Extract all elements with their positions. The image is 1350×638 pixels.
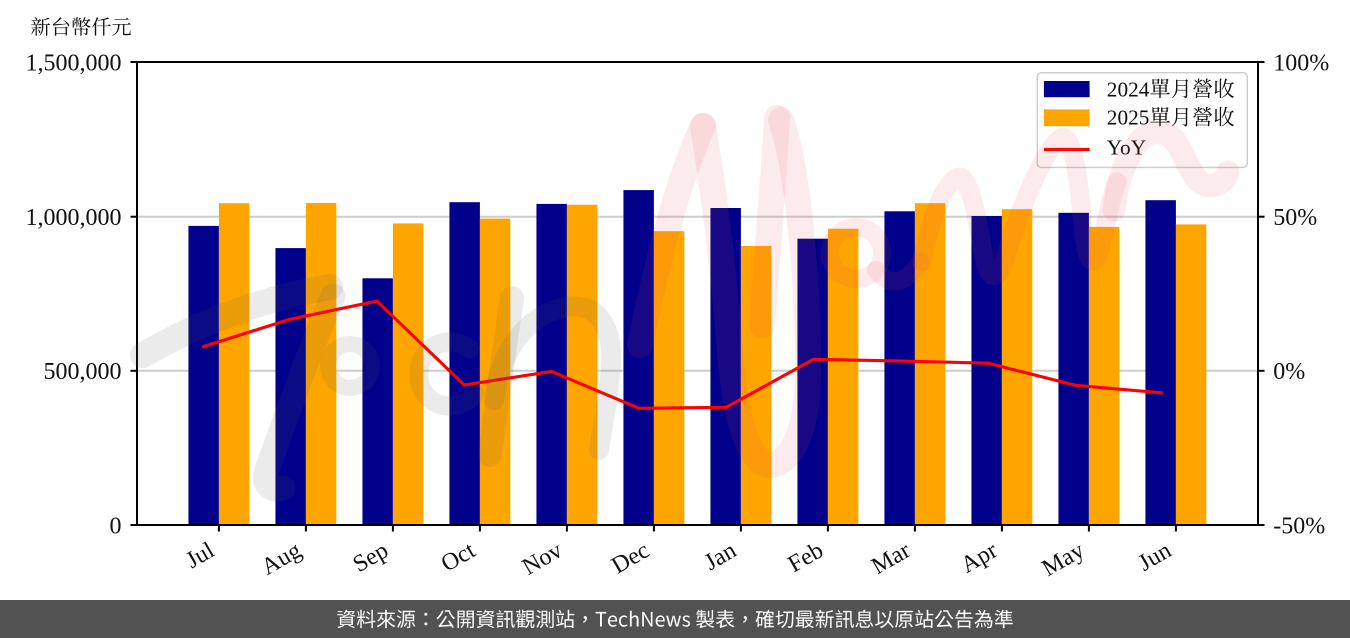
svg-text:YoY: YoY [1107,135,1146,159]
svg-text:-50%: -50% [1273,513,1325,539]
svg-text:100%: 100% [1273,50,1329,76]
svg-text:2024: 2024 [1107,77,1150,101]
svg-text:2025: 2025 [1107,106,1150,130]
svg-text:50%: 50% [1273,205,1317,231]
svg-text:1,500,000: 1,500,000 [26,50,122,76]
svg-text:1,000,000: 1,000,000 [26,205,122,231]
svg-text:0: 0 [110,513,122,539]
svg-text:500,000: 500,000 [44,359,122,385]
svg-text:0%: 0% [1273,359,1305,385]
